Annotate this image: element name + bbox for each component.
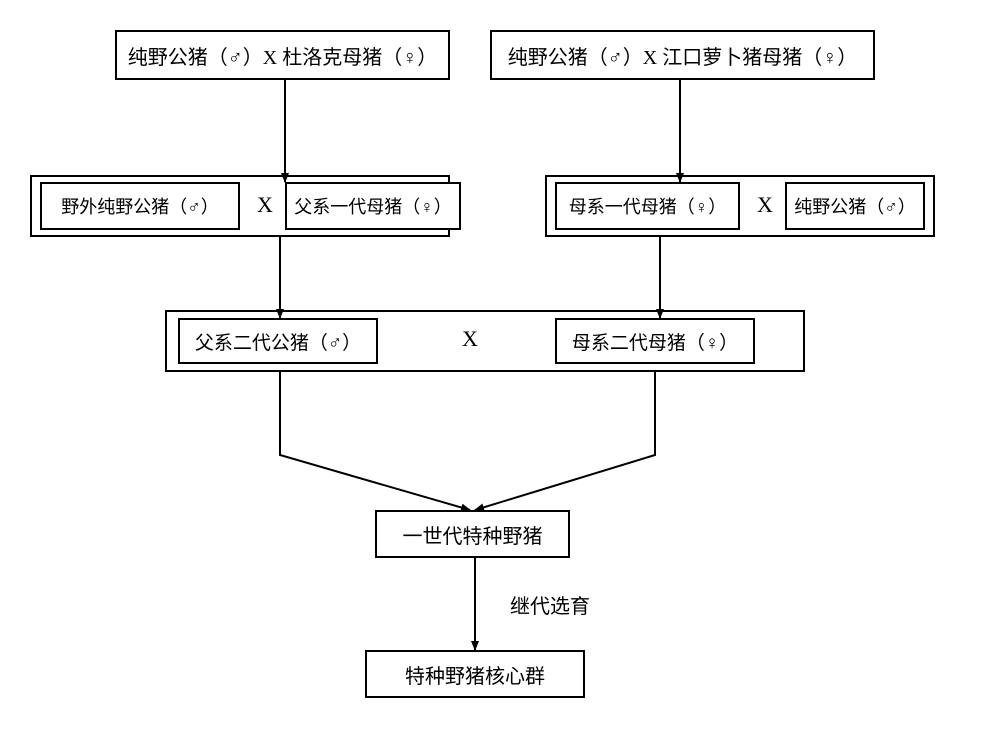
node-top-right-label: 纯野公猪（♂）X 江口萝卜猪母猪（♀） xyxy=(508,41,857,70)
cross-row2-right: X xyxy=(750,190,780,220)
node-row2-left-a-label: 野外纯野公猪（♂） xyxy=(61,193,219,219)
node-row3-b-label: 母系二代母猪（♀） xyxy=(572,328,738,355)
node-row2-right-a-label: 母系一代母猪（♀） xyxy=(569,193,727,219)
node-row2-left-a: 野外纯野公猪（♂） xyxy=(40,182,240,230)
node-row2-right-a: 母系一代母猪（♀） xyxy=(555,182,740,230)
cross-row3: X xyxy=(455,324,485,354)
cross-row2-right-label: X xyxy=(757,192,773,218)
node-gen1: 一世代特种野猪 xyxy=(375,510,570,558)
edge xyxy=(475,372,655,510)
edge xyxy=(280,372,470,510)
label-successive: 继代选育 xyxy=(510,590,590,619)
node-row2-right-b-label: 纯野公猪（♂） xyxy=(794,193,916,219)
node-core: 特种野猪核心群 xyxy=(365,650,585,698)
node-row3-a-label: 父系二代公猪（♂） xyxy=(195,328,361,355)
edges-svg xyxy=(0,0,1000,745)
node-top-left: 纯野公猪（♂）X 杜洛克母猪（♀） xyxy=(115,30,450,80)
label-successive-text: 继代选育 xyxy=(510,596,590,618)
node-row3-b: 母系二代母猪（♀） xyxy=(555,318,755,364)
cross-row2-left: X xyxy=(250,190,280,220)
node-row2-right-b: 纯野公猪（♂） xyxy=(785,182,925,230)
cross-row2-left-label: X xyxy=(257,192,273,218)
cross-row3-label: X xyxy=(462,326,478,352)
node-gen1-label: 一世代特种野猪 xyxy=(403,520,543,549)
node-top-right: 纯野公猪（♂）X 江口萝卜猪母猪（♀） xyxy=(490,30,875,80)
node-top-left-label: 纯野公猪（♂）X 杜洛克母猪（♀） xyxy=(128,41,437,70)
node-core-label: 特种野猪核心群 xyxy=(405,660,545,689)
node-row3-a: 父系二代公猪（♂） xyxy=(178,318,378,364)
node-row2-left-b: 父系一代母猪（♀） xyxy=(285,182,461,230)
node-row2-left-b-label: 父系一代母猪（♀） xyxy=(294,193,452,219)
